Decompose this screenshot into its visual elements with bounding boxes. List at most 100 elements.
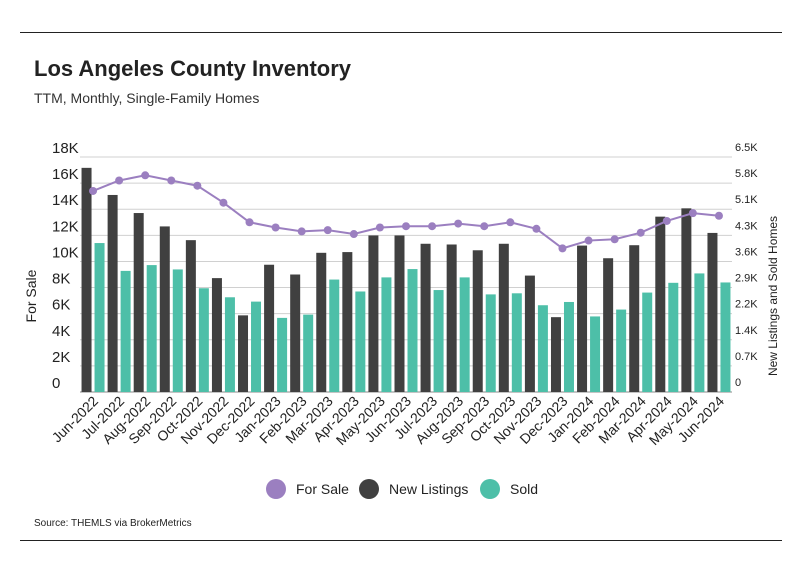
- bar-new-listings: [629, 245, 640, 392]
- y2-tick-label: 0.7K: [735, 351, 758, 363]
- bar-new-listings: [550, 317, 561, 392]
- bar-sold: [642, 292, 653, 392]
- bar-sold: [198, 288, 209, 392]
- bar-sold: [251, 301, 262, 392]
- y2-tick-label: 0: [735, 377, 741, 389]
- legend-label-for-sale: For Sale: [296, 481, 349, 497]
- point-for-sale: [141, 171, 150, 180]
- bar-new-listings: [655, 216, 666, 392]
- bar-sold: [329, 279, 340, 392]
- bar-sold: [485, 294, 496, 392]
- y2-tick-label: 2.2K: [735, 299, 758, 311]
- bar-sold: [590, 316, 601, 392]
- top-rule: [20, 32, 782, 33]
- point-for-sale: [219, 198, 228, 207]
- bar-new-listings: [368, 235, 379, 392]
- y-tick-label: 8K: [52, 271, 70, 288]
- legend-label-new-listings: New Listings: [389, 481, 469, 497]
- y2-tick-label: 4.3K: [735, 220, 758, 232]
- legend-swatch-new-listings: [359, 479, 379, 499]
- point-for-sale: [167, 176, 176, 185]
- chart-title: Los Angeles County Inventory: [34, 56, 352, 81]
- point-for-sale: [349, 230, 358, 239]
- point-for-sale: [297, 227, 306, 236]
- bar-sold: [694, 273, 705, 392]
- y2-tick-label: 3.6K: [735, 246, 758, 258]
- point-for-sale: [375, 223, 384, 232]
- bar-sold: [563, 301, 574, 392]
- bar-new-listings: [290, 274, 301, 392]
- point-for-sale: [714, 211, 723, 220]
- bar-sold: [381, 277, 392, 392]
- y-tick-label: 14K: [52, 192, 79, 209]
- point-for-sale: [688, 209, 697, 218]
- y2-axis-title: New Listings and Sold Homes: [766, 216, 780, 376]
- point-for-sale: [402, 222, 410, 231]
- y-tick-label: 16K: [52, 166, 79, 183]
- bar-new-listings: [577, 245, 588, 392]
- point-for-sale: [193, 181, 202, 190]
- y-tick-label: 0: [52, 375, 60, 392]
- point-for-sale: [245, 218, 254, 227]
- bar-sold: [668, 282, 679, 392]
- y2-tick-label: 5.1K: [735, 194, 758, 206]
- y2-tick-label: 1.4K: [735, 325, 758, 337]
- bar-new-listings: [211, 278, 222, 392]
- bar-new-listings: [81, 167, 92, 392]
- legend-swatch-for-sale: [266, 479, 286, 499]
- point-for-sale: [532, 224, 541, 233]
- bar-new-listings: [420, 243, 431, 392]
- y2-tick-label: 2.9K: [735, 273, 758, 285]
- point-for-sale: [662, 216, 671, 225]
- bottom-rule: [20, 540, 782, 541]
- bar-sold: [120, 270, 131, 392]
- source-note: Source: THEMLS via BrokerMetrics: [34, 518, 192, 529]
- chart-subtitle: TTM, Monthly, Single-Family Homes: [34, 90, 260, 106]
- point-for-sale: [610, 235, 619, 244]
- bar-sold: [146, 265, 157, 392]
- bar-new-listings: [238, 315, 249, 392]
- point-for-sale: [584, 236, 593, 245]
- y2-tick-label: 6.5K: [735, 142, 758, 154]
- bar-sold: [355, 291, 366, 392]
- bar-sold: [224, 297, 235, 392]
- legend-item-sold: Sold: [480, 479, 538, 499]
- bar-sold: [303, 314, 314, 392]
- bar-new-listings: [342, 252, 353, 392]
- bar-new-listings: [159, 226, 170, 392]
- bar-new-listings: [472, 250, 483, 392]
- y-tick-label: 2K: [52, 349, 70, 366]
- bar-new-listings: [316, 252, 327, 392]
- bar-new-listings: [446, 244, 457, 392]
- y-tick-label: 10K: [52, 244, 79, 261]
- bar-new-listings: [394, 235, 405, 392]
- legend-item-for-sale: For Sale: [266, 479, 349, 499]
- bar-sold: [511, 293, 522, 392]
- bar-sold: [720, 282, 731, 392]
- line-for-sale: [92, 174, 720, 250]
- bar-new-listings: [133, 213, 144, 392]
- y-axis-title: For Sale: [23, 269, 39, 322]
- point-for-sale: [323, 226, 332, 235]
- bar-sold: [616, 309, 627, 392]
- point-for-sale: [558, 244, 567, 253]
- point-for-sale: [428, 222, 437, 231]
- bar-new-listings: [185, 240, 196, 392]
- y-tick-label: 12K: [52, 218, 79, 235]
- bar-sold: [277, 317, 288, 392]
- y2-tick-label: 5.8K: [735, 168, 758, 180]
- y-tick-label: 18K: [52, 140, 79, 157]
- bar-new-listings: [603, 258, 614, 392]
- bar-sold: [459, 277, 470, 392]
- bar-new-listings: [707, 232, 718, 392]
- bar-new-listings: [498, 243, 509, 392]
- bar-new-listings: [107, 194, 118, 392]
- y-tick-label: 6K: [52, 297, 70, 314]
- legend-label-sold: Sold: [510, 481, 539, 497]
- point-for-sale: [271, 223, 280, 232]
- bar-new-listings: [524, 275, 535, 392]
- point-for-sale: [636, 228, 645, 237]
- bar-sold: [537, 305, 548, 392]
- y-tick-label: 4K: [52, 323, 70, 340]
- chart-legend: For Sale New Listings Sold: [0, 479, 800, 503]
